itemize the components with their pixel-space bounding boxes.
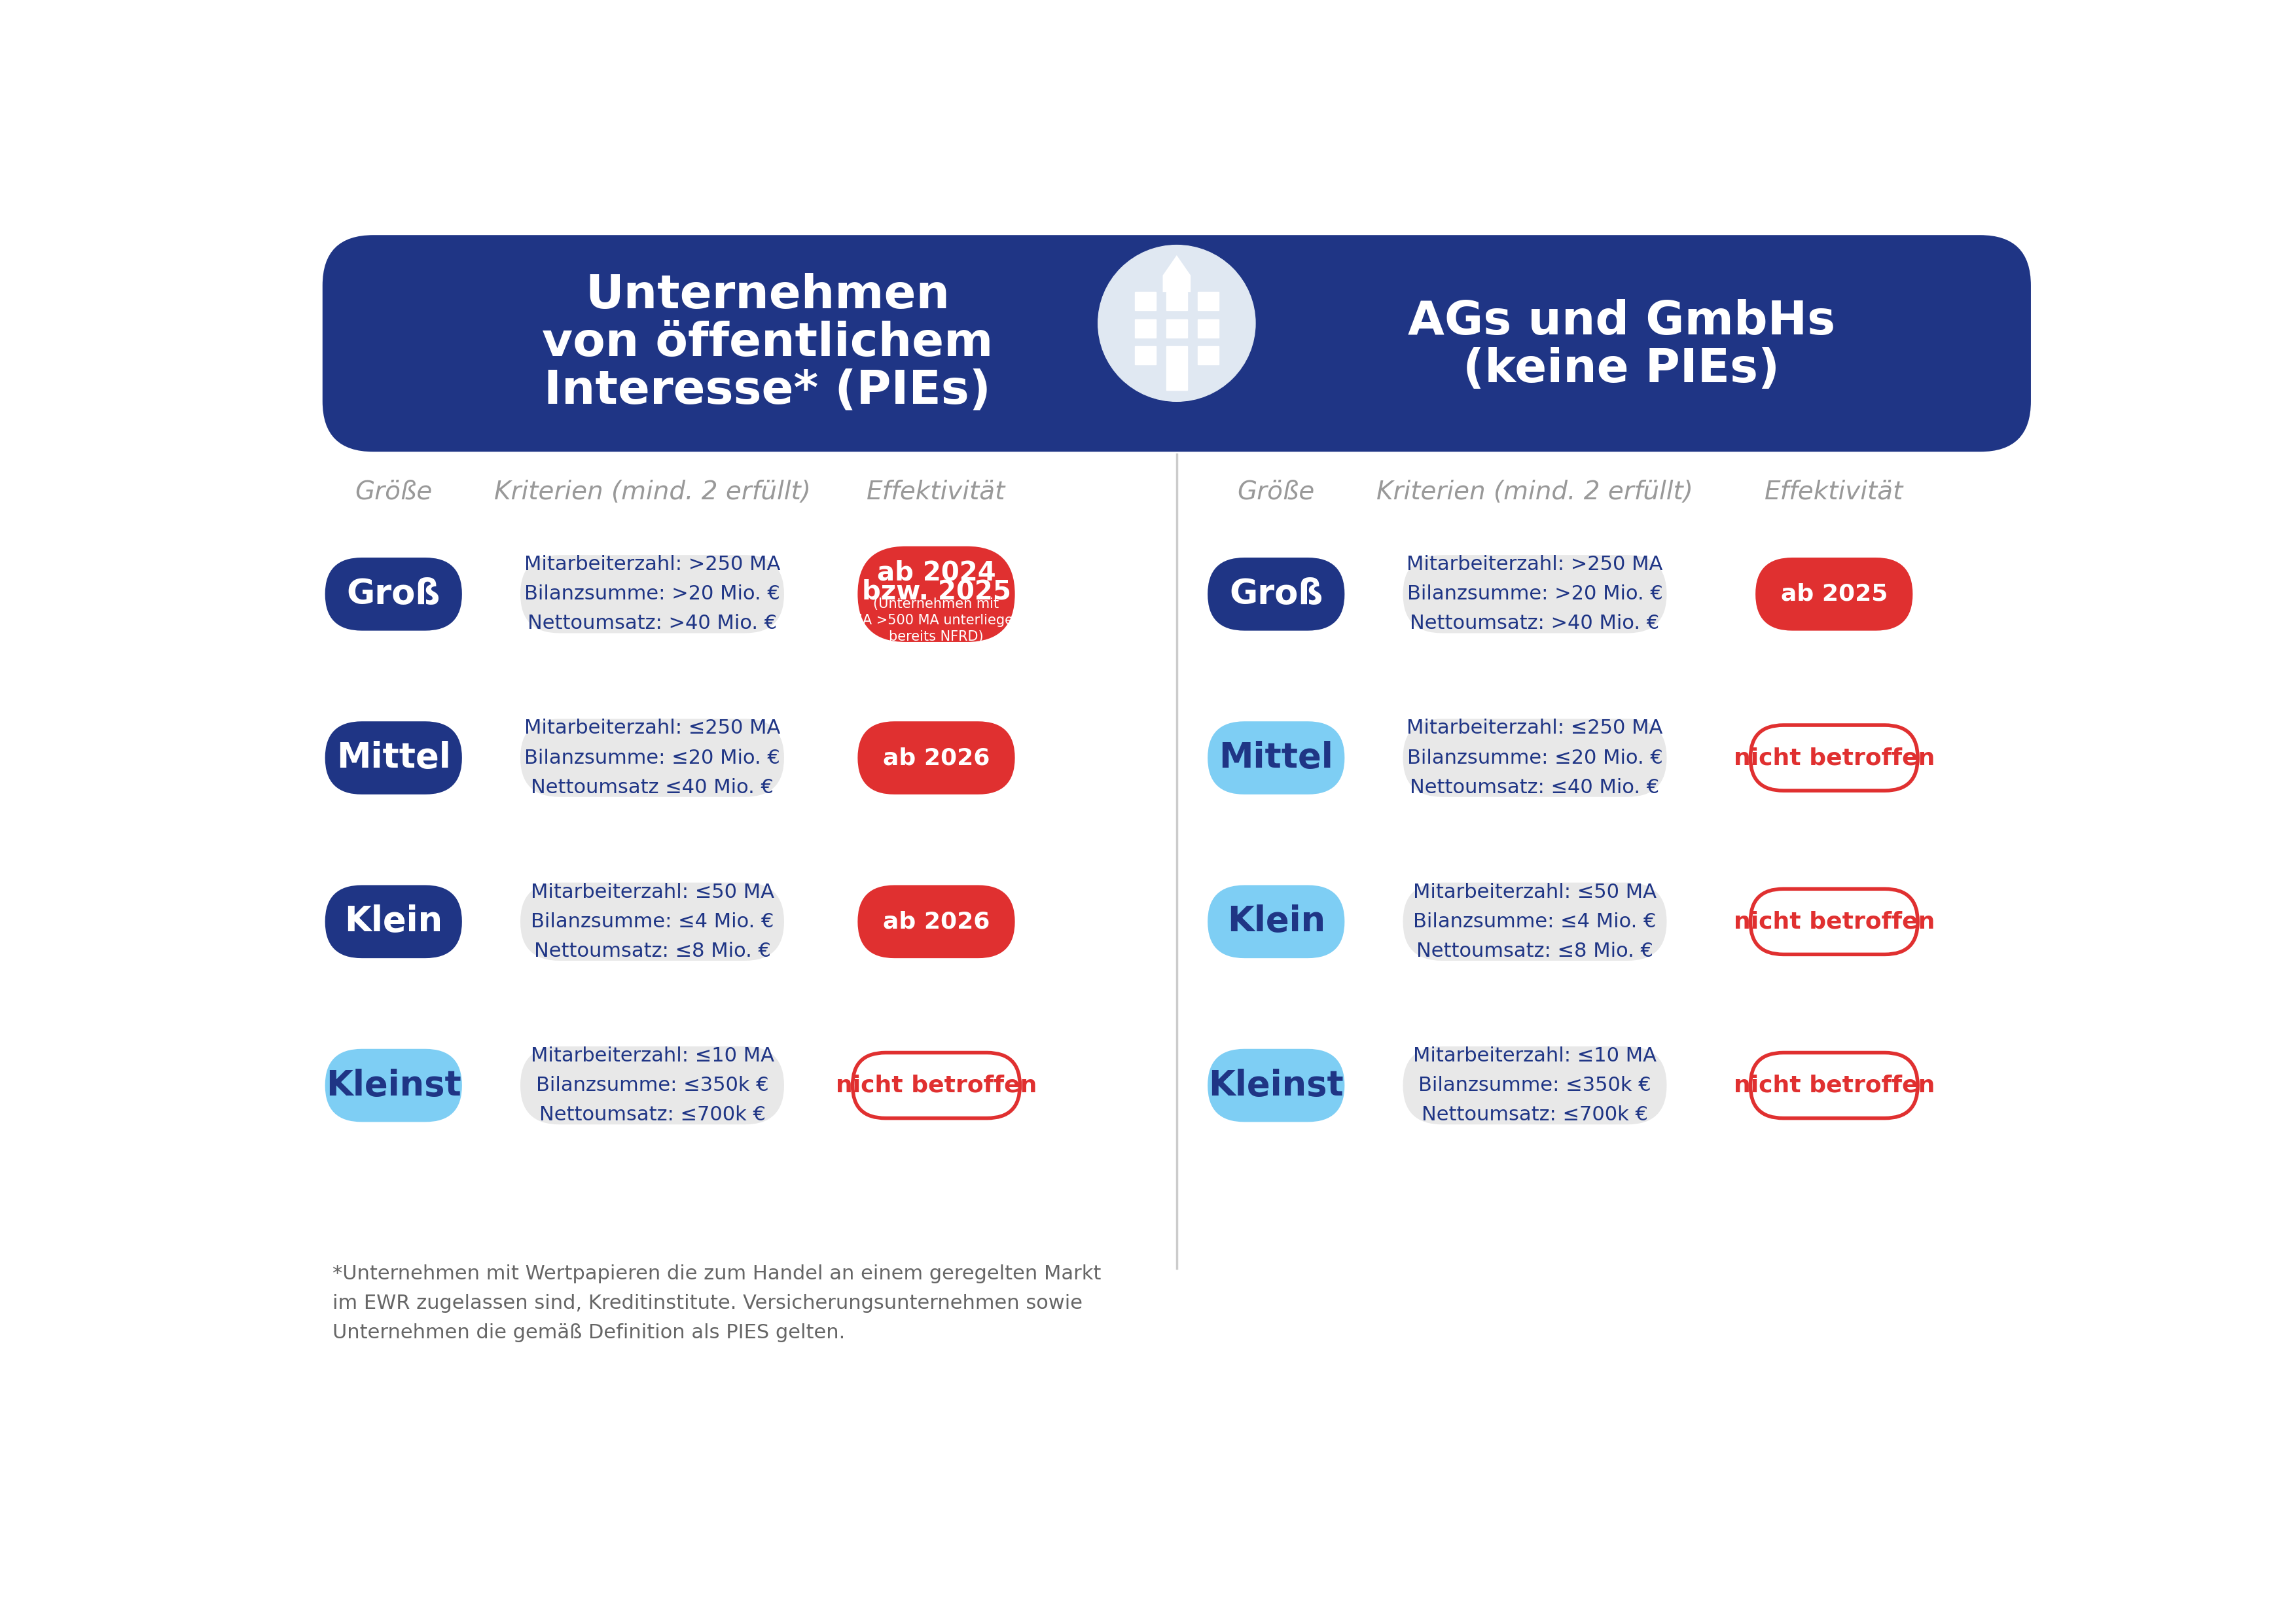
Bar [1199, 320, 1219, 338]
Text: Mitarbeiterzahl: ≤10 MA
Bilanzsumme: ≤350k €
Nettoumsatz: ≤700k €: Mitarbeiterzahl: ≤10 MA Bilanzsumme: ≤35… [1412, 1047, 1655, 1125]
Text: Kriterien (mind. 2 erfüllt): Kriterien (mind. 2 erfüllt) [1378, 480, 1692, 505]
FancyBboxPatch shape [326, 885, 461, 958]
Text: AGs und GmbHs: AGs und GmbHs [1407, 299, 1835, 344]
Text: Groß: Groß [1228, 578, 1322, 612]
Text: Größe: Größe [356, 480, 432, 505]
FancyBboxPatch shape [1750, 889, 1917, 954]
Bar [1199, 346, 1219, 365]
Text: ab 2025: ab 2025 [1782, 583, 1887, 605]
Bar [1166, 292, 1187, 310]
FancyBboxPatch shape [859, 547, 1015, 643]
FancyBboxPatch shape [521, 883, 785, 961]
FancyBboxPatch shape [1403, 1047, 1667, 1125]
Bar [1166, 365, 1187, 390]
PathPatch shape [1162, 255, 1192, 292]
Text: nicht betroffen: nicht betroffen [1733, 747, 1936, 769]
Text: Mitarbeiterzahl: ≤10 MA
Bilanzsumme: ≤350k €
Nettoumsatz: ≤700k €: Mitarbeiterzahl: ≤10 MA Bilanzsumme: ≤35… [530, 1047, 774, 1125]
Text: Unternehmen: Unternehmen [585, 273, 951, 318]
FancyBboxPatch shape [326, 721, 461, 794]
Text: nicht betroffen: nicht betroffen [1733, 911, 1936, 933]
Text: Groß: Groß [347, 578, 441, 612]
FancyBboxPatch shape [1756, 558, 1913, 631]
Bar [1166, 346, 1187, 365]
FancyBboxPatch shape [859, 885, 1015, 958]
Text: nicht betroffen: nicht betroffen [836, 1074, 1038, 1097]
Text: bzw. 2025: bzw. 2025 [861, 579, 1010, 605]
FancyBboxPatch shape [859, 721, 1015, 794]
FancyBboxPatch shape [1403, 883, 1667, 961]
Circle shape [1097, 245, 1256, 401]
FancyBboxPatch shape [1208, 885, 1345, 958]
Bar [1166, 320, 1187, 338]
Bar [1199, 292, 1219, 310]
FancyBboxPatch shape [521, 1047, 785, 1125]
Text: Größe: Größe [1238, 480, 1316, 505]
Text: ab 2026: ab 2026 [882, 747, 990, 769]
Text: Mittel: Mittel [1219, 740, 1334, 774]
Text: Effektivität: Effektivität [1766, 480, 1903, 505]
Text: *Unternehmen mit Wertpapieren die zum Handel an einem geregelten Markt
im EWR zu: *Unternehmen mit Wertpapieren die zum Ha… [333, 1264, 1102, 1342]
Bar [1134, 346, 1155, 365]
Text: Mitarbeiterzahl: >250 MA
Bilanzsumme: >20 Mio. €
Nettoumsatz: >40 Mio. €: Mitarbeiterzahl: >250 MA Bilanzsumme: >2… [1407, 555, 1662, 633]
FancyBboxPatch shape [521, 555, 785, 633]
FancyBboxPatch shape [1208, 558, 1345, 631]
Text: Mitarbeiterzahl: ≤250 MA
Bilanzsumme: ≤20 Mio. €
Nettoumsatz: ≤40 Mio. €: Mitarbeiterzahl: ≤250 MA Bilanzsumme: ≤2… [1407, 719, 1662, 797]
Text: von öffentlichem: von öffentlichem [542, 321, 994, 367]
FancyBboxPatch shape [1750, 725, 1917, 790]
Bar [1134, 292, 1155, 310]
FancyBboxPatch shape [521, 719, 785, 797]
FancyBboxPatch shape [321, 235, 2032, 451]
Text: Kleinst: Kleinst [1208, 1068, 1343, 1102]
FancyBboxPatch shape [1208, 721, 1345, 794]
FancyBboxPatch shape [852, 1053, 1019, 1118]
FancyBboxPatch shape [326, 1048, 461, 1121]
FancyBboxPatch shape [326, 558, 461, 631]
Text: ab 2024: ab 2024 [877, 560, 996, 586]
Text: Mitarbeiterzahl: >250 MA
Bilanzsumme: >20 Mio. €
Nettoumsatz: >40 Mio. €: Mitarbeiterzahl: >250 MA Bilanzsumme: >2… [523, 555, 781, 633]
Text: Mitarbeiterzahl: ≤250 MA
Bilanzsumme: ≤20 Mio. €
Nettoumsatz ≤40 Mio. €: Mitarbeiterzahl: ≤250 MA Bilanzsumme: ≤2… [523, 719, 781, 797]
Bar [1134, 320, 1155, 338]
Text: Klein: Klein [344, 904, 443, 938]
FancyBboxPatch shape [1750, 1053, 1917, 1118]
Text: nicht betroffen: nicht betroffen [1733, 1074, 1936, 1097]
Text: Mitarbeiterzahl: ≤50 MA
Bilanzsumme: ≤4 Mio. €
Nettoumsatz: ≤8 Mio. €: Mitarbeiterzahl: ≤50 MA Bilanzsumme: ≤4 … [1412, 883, 1655, 961]
Text: Mittel: Mittel [335, 740, 450, 774]
Text: Kleinst: Kleinst [326, 1068, 461, 1102]
FancyBboxPatch shape [1208, 1048, 1345, 1121]
Text: Effektivität: Effektivität [868, 480, 1006, 505]
FancyBboxPatch shape [1403, 555, 1667, 633]
Text: Kriterien (mind. 2 erfüllt): Kriterien (mind. 2 erfüllt) [494, 480, 810, 505]
FancyBboxPatch shape [1403, 719, 1667, 797]
Text: (keine PIEs): (keine PIEs) [1463, 347, 1779, 393]
Text: Mitarbeiterzahl: ≤50 MA
Bilanzsumme: ≤4 Mio. €
Nettoumsatz: ≤8 Mio. €: Mitarbeiterzahl: ≤50 MA Bilanzsumme: ≤4 … [530, 883, 774, 961]
Text: ab 2026: ab 2026 [882, 911, 990, 933]
Text: Klein: Klein [1226, 904, 1325, 938]
Text: Interesse* (PIEs): Interesse* (PIEs) [544, 368, 992, 414]
Text: (Unternehmen mit
MA >500 MA unterliegen
bereits NFRD): (Unternehmen mit MA >500 MA unterliegen … [852, 597, 1022, 643]
